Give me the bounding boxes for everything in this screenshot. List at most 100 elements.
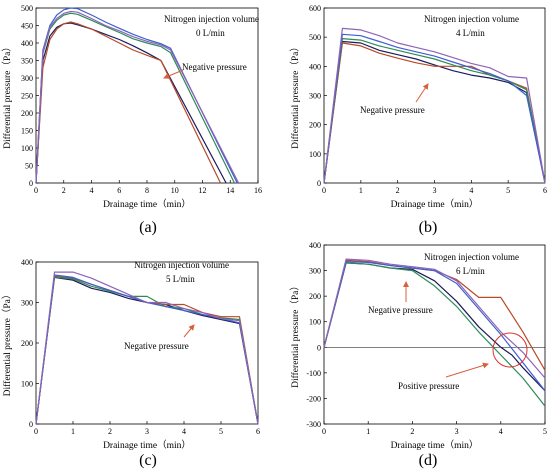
positive-pressure-arrow xyxy=(445,362,489,378)
y-tick-label: 0 xyxy=(29,179,33,188)
series-line-4 xyxy=(323,261,546,392)
y-axis-label: Differential pressure（Pa） xyxy=(289,281,301,388)
plot-frame xyxy=(323,244,546,425)
chart-panel-a: 0 2 4 6 8 10 12 14 16 0 50 100 150 200 250 300 350 400 450… xyxy=(1,4,262,236)
x-axis-label: Drainage time（min） xyxy=(103,439,191,451)
x-tick-label: 2 xyxy=(62,186,66,195)
annotation-title: Nitrogen injection volume xyxy=(424,14,519,24)
x-axis-label: Drainage time（min） xyxy=(391,439,479,451)
y-tick-label: 350 xyxy=(21,57,33,66)
y-tick-label: 300 xyxy=(309,92,321,101)
x-tick-label: 10 xyxy=(171,186,179,195)
y-tick-label: 200 xyxy=(21,339,33,348)
x-tick-label: 0 xyxy=(34,186,38,195)
y-tick-label: 100 xyxy=(309,318,321,327)
series-line-5 xyxy=(323,27,546,184)
chart-panel-d: 0 1 2 3 4 5 -300 -200 -100 0 100 200 300 400 Drainage … xyxy=(289,241,547,469)
x-tick-label: 12 xyxy=(199,186,207,195)
y-tick-label: 300 xyxy=(21,74,33,83)
y-tick-label: 200 xyxy=(309,292,321,301)
series-line-4 xyxy=(323,33,546,184)
y-tick-label: 400 xyxy=(21,258,33,267)
y-tick-label: 100 xyxy=(21,380,33,389)
x-tick-label: 6 xyxy=(256,427,260,436)
pressure-note: Negative pressure xyxy=(360,105,425,115)
x-axis-label: Drainage time（min） xyxy=(103,198,191,210)
crossover-circle xyxy=(492,332,528,368)
y-tick-label: -200 xyxy=(306,394,321,403)
x-tick-label: 5 xyxy=(543,427,547,436)
pressure-note: Negative pressure xyxy=(124,341,189,351)
x-tick-label: 3 xyxy=(145,427,149,436)
y-axis-label: Differential pressure（Pa） xyxy=(1,290,13,397)
series-line-2 xyxy=(35,21,222,184)
series-line-2 xyxy=(323,42,546,184)
annotation-value: 4 L/min xyxy=(456,28,485,38)
series-line-4 xyxy=(35,7,238,184)
annotation-title: Nitrogen injection volume xyxy=(424,252,519,262)
panel-label: (a) xyxy=(139,219,157,236)
y-tick-label: 500 xyxy=(21,4,33,13)
x-tick-label: 6 xyxy=(117,186,121,195)
y-tick-label: 200 xyxy=(21,109,33,118)
series-line-1 xyxy=(323,40,546,184)
x-tick-label: 4 xyxy=(469,186,473,195)
pressure-arrow xyxy=(163,69,184,79)
series-line-2 xyxy=(323,259,546,371)
x-tick-label: 1 xyxy=(71,427,75,436)
series-line-3 xyxy=(35,12,235,184)
chart-panel-c: 0 1 2 3 4 5 6 0 100 200 300 400 Drainage time（min） Di… xyxy=(1,258,260,469)
y-tick-label: -100 xyxy=(306,369,321,378)
annotation-value: 6 L/min xyxy=(456,266,485,276)
x-tick-label: 14 xyxy=(226,186,234,195)
series-line-5 xyxy=(323,258,546,379)
x-tick-label: 4 xyxy=(499,427,503,436)
x-tick-label: 16 xyxy=(254,186,262,195)
y-tick-label: 250 xyxy=(21,92,33,101)
x-tick-label: 2 xyxy=(108,427,112,436)
x-axis-label: Drainage time（min） xyxy=(391,198,479,210)
x-tick-label: 2 xyxy=(396,186,400,195)
y-tick-label: 50 xyxy=(25,162,33,171)
x-tick-label: 3 xyxy=(455,427,459,436)
x-tick-label: 0 xyxy=(322,186,326,195)
panel-label: (c) xyxy=(139,452,157,469)
series-line-1 xyxy=(323,262,546,392)
y-tick-label: 100 xyxy=(309,150,321,159)
x-tick-label: 6 xyxy=(543,186,547,195)
y-tick-label: 0 xyxy=(29,420,33,429)
annotation-value: 5 L/min xyxy=(166,274,195,284)
annotation-title: Nitrogen injection volume xyxy=(134,260,229,270)
y-tick-label: -300 xyxy=(306,420,321,429)
y-tick-label: 400 xyxy=(309,241,321,250)
y-tick-label: 600 xyxy=(309,4,321,13)
x-tick-label: 4 xyxy=(90,186,94,195)
panel-label: (d) xyxy=(419,452,438,469)
pressure-note: Negative pressure xyxy=(182,62,247,72)
series-line-5 xyxy=(35,271,259,425)
x-tick-label: 0 xyxy=(322,427,326,436)
x-tick-label: 2 xyxy=(410,427,414,436)
y-tick-label: 300 xyxy=(309,267,321,276)
panel-label: (b) xyxy=(419,219,438,236)
x-tick-label: 1 xyxy=(366,427,370,436)
x-tick-label: 5 xyxy=(506,186,510,195)
x-tick-label: 3 xyxy=(433,186,437,195)
y-tick-label: 150 xyxy=(21,127,33,136)
pressure-note-positive: Positive pressure xyxy=(398,381,459,391)
y-axis-label: Differential pressure（Pa） xyxy=(1,42,13,149)
x-tick-label: 1 xyxy=(359,186,363,195)
x-tick-label: 5 xyxy=(219,427,223,436)
y-tick-label: 200 xyxy=(309,121,321,130)
series-line-3 xyxy=(35,276,259,425)
x-tick-label: 8 xyxy=(145,186,149,195)
y-tick-label: 100 xyxy=(21,144,33,153)
annotation-value: 0 L/min xyxy=(196,28,225,38)
pressure-arrow xyxy=(183,324,195,338)
annotation-title: Nitrogen injection volume xyxy=(164,14,259,24)
x-tick-label: 4 xyxy=(182,427,186,436)
series-line-3 xyxy=(323,37,546,184)
pressure-note: Negative pressure xyxy=(368,305,433,315)
y-tick-label: 400 xyxy=(21,39,33,48)
